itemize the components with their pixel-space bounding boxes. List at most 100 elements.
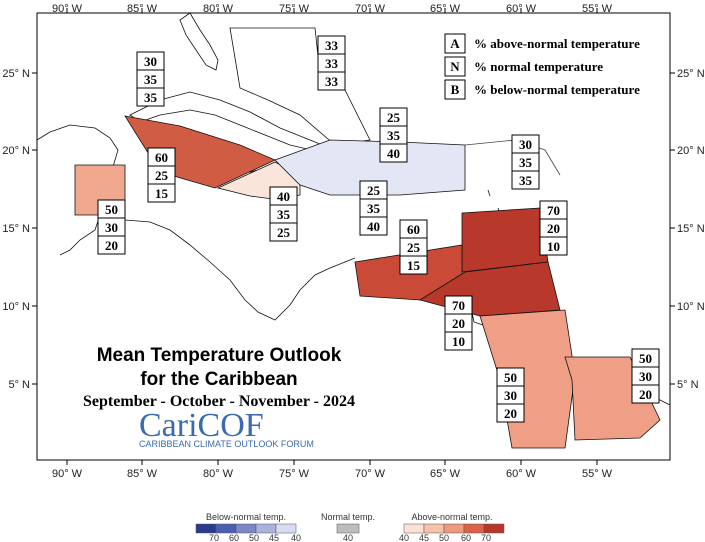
lat-label: 20° N [677,145,705,157]
lon-label: 75° W [279,3,310,15]
probability-box-trinidad: 70 20 10 [444,295,473,351]
probability-below: 10 [547,239,560,254]
legend-letter: B [451,82,460,97]
colorbar-label: 45 [419,533,429,542]
probability-normal: 20 [547,221,560,236]
probability-above: 30 [519,137,532,152]
probability-normal: 25 [407,240,421,255]
probability-boxes: 33 33 33 30 35 35 50 30 20 60 25 15 40 35 25 25 35 40 25 35… [97,35,660,423]
probability-above: 25 [367,183,381,198]
probability-cell [511,170,540,190]
colorbar-label: 40 [343,533,353,542]
lon-label: 80° W [203,468,234,480]
title-line-1: Mean Temperature Outlook [97,345,342,366]
colorbar-label: 45 [269,533,279,542]
lat-label: 5° N [8,379,30,391]
colorbar-swatch [235,523,257,534]
probability-above: 25 [387,110,401,125]
legend-text: % normal temperature [474,59,603,74]
lon-label: 85° W [127,3,158,15]
probability-normal: 20 [452,316,465,331]
colorbar-swatch [275,523,297,534]
probability-normal: 33 [325,56,339,71]
colorbar-label: 60 [229,533,239,542]
lat-label: 15° N [677,223,705,235]
colorbar-swatch [195,523,217,534]
probability-normal: 35 [144,72,158,87]
probability-cell [444,331,473,351]
colorbar-label: 70 [481,533,491,542]
probability-cell [399,255,428,275]
legend-key-box [444,33,466,54]
latitude-labels: 25° N 20° N 15° N 10° N 5° N 25° N 20° N… [2,68,704,391]
probability-cell [317,71,346,91]
probability-below: 40 [387,146,400,161]
probability-cell [496,403,525,423]
probability-box-hispaniola-south: 25 35 40 [359,180,388,236]
colorbar-label: 40 [291,533,301,542]
legend-key-box [444,79,466,100]
probability-below: 35 [519,173,533,188]
probability-above: 50 [639,351,652,366]
colorbar-title: Above-normal temp. [411,512,492,522]
probability-below: 15 [407,258,421,273]
colorbar-label: 70 [209,533,219,542]
lon-label: 60° W [506,468,537,480]
lon-label: 85° W [127,468,158,480]
colorbar-swatch [255,523,277,534]
probability-box-cuba-west: 30 35 35 [136,51,165,107]
lat-label: 25° N [2,68,30,80]
lat-label: 20° N [2,145,30,157]
probability-above: 60 [155,150,168,165]
colorbar-swatch [215,523,237,534]
probability-below: 35 [144,90,158,105]
legend-letter: A [450,36,460,51]
probability-below: 15 [155,186,169,201]
legend-key-box [444,56,466,77]
colorbar-label: 60 [461,533,471,542]
colorbar-label: 50 [249,533,259,542]
legend-letter: N [450,59,460,74]
probability-below: 20 [504,406,517,421]
caricof-logo: CariCOF CARIBBEAN CLIMATE OUTLOOK FORUM [139,407,314,449]
lon-label: 80° W [203,3,234,15]
probability-normal: 35 [387,128,401,143]
probability-above: 60 [407,222,420,237]
probability-legend: A % above-normal temperature N % normal … [444,33,640,100]
lon-label: 65° W [430,3,461,15]
logo-text: CariCOF [139,407,264,444]
lon-label: 55° W [582,3,613,15]
lon-label: 65° W [430,468,461,480]
probability-cell [269,222,298,242]
probability-below: 10 [452,334,465,349]
lon-label: 90° W [52,468,83,480]
probability-normal: 30 [639,369,652,384]
probability-below: 33 [325,74,339,89]
probability-below: 40 [367,219,380,234]
colorbar-swatch [443,523,465,534]
colorbar-swatch [483,523,505,534]
colorbar-title: Normal temp. [321,512,375,522]
lon-label: 70° W [355,468,386,480]
legend-text: % below-normal temperature [474,82,640,97]
probability-box-abc-islands: 60 25 15 [399,219,428,275]
probability-normal: 25 [155,168,169,183]
probability-normal: 30 [105,220,118,235]
region-hispaniola [274,139,466,196]
probability-box-guyana: 50 30 20 [496,367,525,423]
probability-above: 50 [105,202,118,217]
probability-above: 40 [277,189,290,204]
lat-label: 15° N [2,223,30,235]
probability-box-hispaniola: 25 35 40 [379,107,408,163]
probability-cell [97,235,126,255]
probability-normal: 35 [519,155,533,170]
probability-box-jamaica-south: 40 35 25 [269,186,298,242]
probability-below: 25 [277,225,291,240]
lat-label: 5° N [677,379,699,391]
tick-marks [32,8,675,465]
probability-normal: 35 [277,207,291,222]
probability-cell [359,216,388,236]
probability-normal: 35 [367,201,381,216]
colorbar-title: Below-normal temp. [206,512,286,522]
